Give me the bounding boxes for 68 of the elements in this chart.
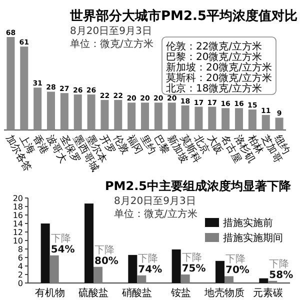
y-tick-label: 10 bbox=[12, 236, 23, 246]
bar bbox=[222, 108, 230, 130]
bar bbox=[60, 93, 68, 130]
annotation: 北京：18微克/立方米 bbox=[166, 82, 262, 94]
annotation: 新加坡：20微克/立方米 bbox=[166, 62, 272, 74]
bar bbox=[208, 106, 216, 130]
bar bbox=[74, 94, 82, 130]
bar bbox=[94, 266, 102, 283]
annotation: 下降74% bbox=[138, 252, 162, 276]
annotation: 下降75% bbox=[182, 252, 206, 274]
bar bbox=[20, 46, 28, 130]
y-tick-label: 0 bbox=[18, 279, 23, 288]
chart-subtitle: 8月20日至9月3日 bbox=[114, 196, 196, 207]
annotation: 下降54% bbox=[50, 232, 75, 256]
chart-title: PM2.5中主要组成浓度均显著下降 bbox=[105, 179, 292, 193]
chart-subtitle: 8月20日至9月3日 bbox=[70, 26, 152, 37]
annotation: 单位：微克/立方米 bbox=[114, 208, 198, 220]
y-tick-label: 12 bbox=[12, 228, 23, 237]
legend-label: 措施实施期间 bbox=[223, 232, 283, 244]
x-tick-label: 有机物 bbox=[34, 287, 65, 299]
legend-label: 措施实施前 bbox=[223, 217, 273, 229]
bar bbox=[141, 102, 149, 130]
annotation: 巴黎：20微克/立方米 bbox=[166, 51, 262, 63]
annotation: 单位：微克/立方米 bbox=[70, 38, 154, 50]
bar bbox=[137, 275, 146, 283]
x-tick-label: 元素碳 bbox=[253, 287, 284, 299]
bar bbox=[216, 260, 224, 283]
bar bbox=[172, 249, 181, 283]
bar bbox=[235, 108, 243, 130]
bar bbox=[84, 204, 94, 283]
bar bbox=[34, 88, 42, 130]
bar bbox=[6, 37, 15, 130]
bar bbox=[50, 255, 59, 283]
bar bbox=[224, 276, 234, 283]
bar bbox=[168, 102, 176, 130]
y-tick-label: 2 bbox=[18, 270, 23, 280]
y-tick-label: 16 bbox=[12, 211, 23, 220]
bar bbox=[100, 100, 109, 130]
bar bbox=[259, 278, 268, 283]
x-tick-label: 硝酸盐 bbox=[121, 287, 152, 299]
bar bbox=[275, 118, 284, 130]
bar bbox=[181, 105, 190, 130]
bar bbox=[128, 254, 138, 283]
annotation: 下降70% bbox=[226, 253, 250, 276]
bar bbox=[40, 224, 50, 283]
bar bbox=[87, 94, 96, 130]
x-tick-label: 地壳物质 bbox=[204, 287, 244, 299]
bar bbox=[154, 102, 162, 130]
y-tick-label: 6 bbox=[18, 254, 23, 262]
annotation: 下降58% bbox=[269, 258, 294, 281]
y-tick-label: 4 bbox=[18, 262, 23, 271]
bar bbox=[180, 274, 190, 283]
annotation: 下降80% bbox=[94, 244, 118, 267]
x-tick-label: 硫酸盐 bbox=[78, 287, 108, 299]
annotation: 莫斯科：20微克/立方米 bbox=[166, 72, 272, 84]
annotation: 伦敦：22微克/立方米 bbox=[166, 40, 262, 52]
bar bbox=[114, 100, 122, 130]
bar bbox=[128, 102, 136, 130]
y-tick-label: 14 bbox=[12, 220, 23, 228]
bar bbox=[262, 114, 270, 130]
bar bbox=[248, 109, 256, 130]
x-tick-label: 铵盐 bbox=[170, 287, 191, 299]
y-tick-label: 8 bbox=[18, 245, 23, 254]
y-tick-label: 20 bbox=[12, 194, 23, 203]
bar bbox=[47, 92, 55, 130]
bar bbox=[194, 106, 203, 130]
chart-title: 世界部分大城市PM2.5平均浓度值对比 bbox=[69, 8, 298, 24]
y-tick-label: 18 bbox=[12, 202, 23, 212]
